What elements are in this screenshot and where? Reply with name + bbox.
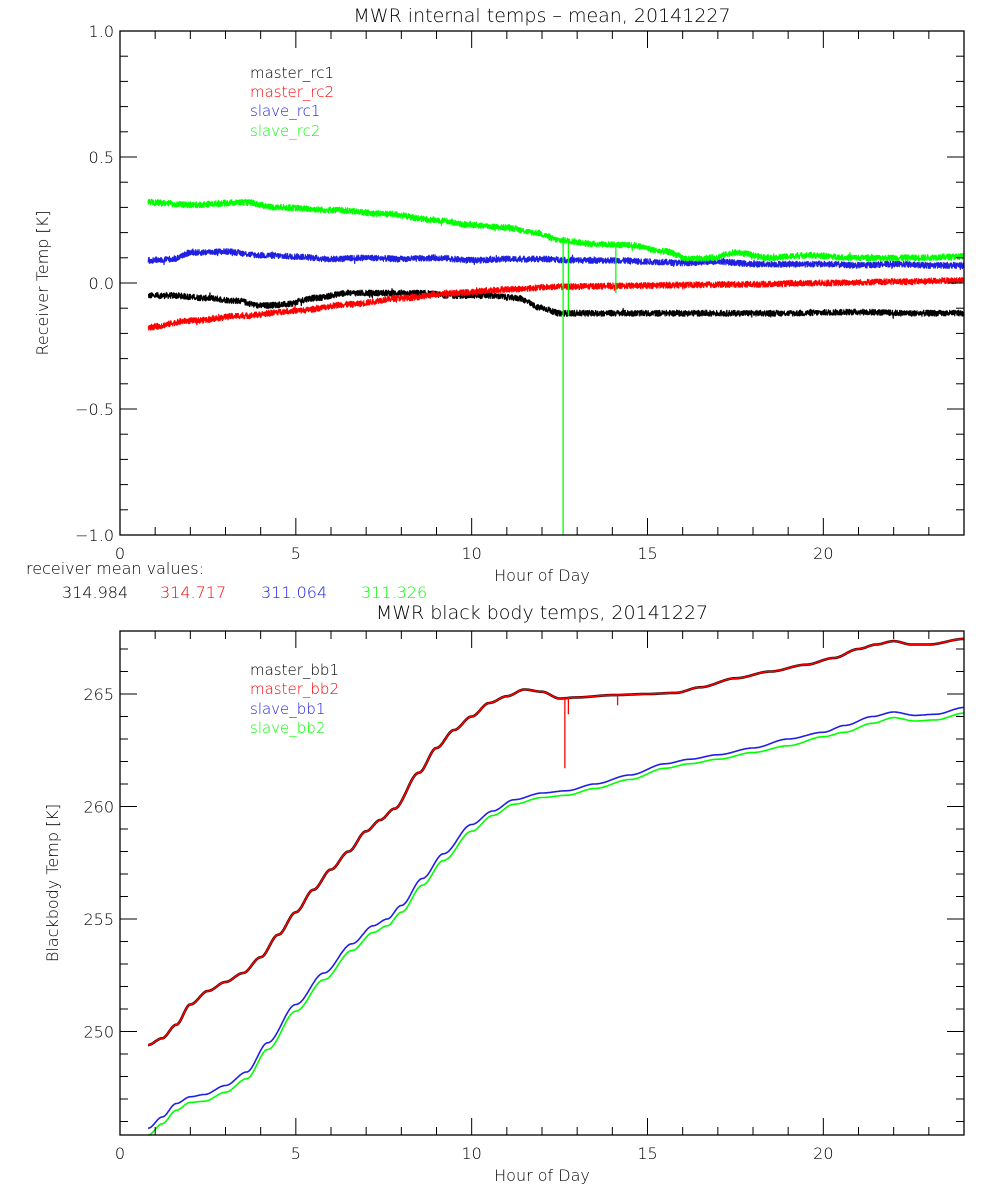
x-axis-label: Hour of Day: [494, 1166, 590, 1185]
y-tick-label: 0.5: [89, 148, 114, 167]
series-line-master_bb2: [148, 638, 965, 1046]
x-tick-label: 10: [461, 1144, 481, 1163]
x-tick-label: 5: [291, 1144, 301, 1163]
series-line-slave_rc1: [147, 248, 965, 270]
y-tick-label: 0.0: [89, 274, 114, 293]
y-tick-label: 260: [83, 798, 114, 817]
x-tick-label: 15: [637, 1144, 657, 1163]
legend-entry: master_bb2: [250, 680, 339, 698]
series-line-slave_bb1: [147, 706, 965, 1130]
y-tick-label: 250: [83, 1023, 114, 1042]
y-tick-label: 1.0: [89, 22, 114, 41]
series-group: [147, 198, 965, 535]
legend-entry: slave_rc1: [250, 102, 320, 120]
mean-value: 314.717: [160, 583, 226, 602]
chart-title: MWR internal temps – mean, 20141227: [353, 5, 730, 27]
y-tick-label: 255: [83, 910, 114, 929]
legend: master_bb1 master_bb2 slave_bb1 slave_bb…: [250, 661, 339, 737]
x-tick-label: 20: [813, 544, 833, 563]
series-line-master_rc1: [147, 288, 965, 319]
series-line-slave_bb2: [147, 712, 965, 1136]
x-tick-label: 20: [813, 1144, 833, 1163]
series-line-slave_rc2: [147, 198, 965, 263]
legend: master_rc1 master_rc2 slave_rc1 slave_rc…: [250, 64, 334, 140]
chart-title: MWR black body temps, 20141227: [376, 602, 708, 624]
x-tick-label: 0: [115, 1144, 125, 1163]
mean-value: 314.984: [62, 583, 128, 602]
series-group: [147, 637, 965, 1136]
y-tick-label: −0.5: [75, 400, 114, 419]
axes: 0 5 10 15 20 −1.0 −0.5 0.0 0.5 1.0: [75, 22, 965, 563]
x-tick-label: 5: [291, 544, 301, 563]
x-tick-label: 10: [461, 544, 481, 563]
mean-value: 311.064: [261, 583, 327, 602]
y-tick-label: −1.0: [75, 526, 114, 545]
y-axis-label: Blackbody Temp [K]: [43, 804, 62, 962]
legend-entry: slave_bb2: [250, 719, 325, 737]
mean-value: 311.326: [361, 583, 427, 602]
x-axis-label: Hour of Day: [494, 566, 590, 585]
y-axis-label: Receiver Temp [K]: [33, 210, 52, 355]
x-tick-label: 15: [637, 544, 657, 563]
annotation-label: receiver mean values:: [26, 559, 204, 578]
legend-entry: master_rc1: [250, 64, 334, 82]
receiver-mean-annotation: receiver mean values: 314.984 314.717 31…: [26, 559, 427, 602]
receiver-temps-panel: MWR internal temps – mean, 20141227 0 5 10…: [26, 5, 965, 602]
legend-entry: master_rc2: [250, 83, 334, 101]
legend-entry: master_bb1: [250, 661, 339, 679]
blackbody-temps-panel: MWR black body temps, 20141227 0 5 10 15 20 2…: [43, 602, 965, 1185]
x-tick-label: 0: [115, 544, 125, 563]
legend-entry: slave_bb1: [250, 700, 325, 718]
y-tick-label: 265: [83, 685, 114, 704]
legend-entry: slave_rc2: [250, 122, 320, 140]
series-line-master_rc2: [147, 277, 965, 331]
plot-frame: [119, 630, 965, 1136]
axes: 0 5 10 15 20 250 255 260 265: [83, 630, 965, 1163]
